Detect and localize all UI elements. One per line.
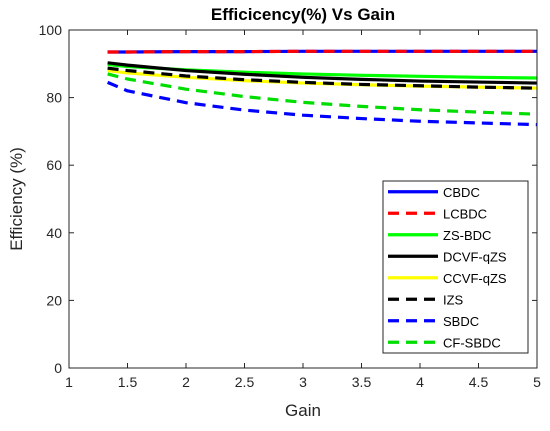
x-tick-label: 3.5 — [352, 374, 372, 390]
x-tick-label: 1 — [65, 374, 73, 390]
legend-label-cbdc: CBDC — [443, 185, 480, 200]
legend-label-dcvf-qzs: DCVF-qZS — [443, 249, 507, 264]
series-line-lcbdc — [107, 49, 537, 54]
series-line-izs — [107, 66, 537, 90]
y-axis-label: Efficiency (%) — [7, 147, 26, 251]
x-tick-label: 2.5 — [235, 374, 255, 390]
legend: CBDC LCBDC ZS-BDC DCVF-qZS CCVF-qZS IZS SBDC CF… — [382, 180, 529, 354]
y-tick-label: 80 — [46, 90, 62, 106]
legend-box — [382, 180, 529, 354]
y-tick-label: 60 — [46, 157, 62, 173]
chart-title: Efficicency(%) Vs Gain — [211, 5, 395, 24]
series-line-sbdc — [106, 80, 537, 127]
legend-label-lcbdc: LCBDC — [443, 206, 487, 221]
legend-label-zs-bdc: ZS-BDC — [443, 228, 491, 243]
x-tick-label: 5 — [533, 374, 541, 390]
y-tick-label: 100 — [39, 22, 63, 38]
x-tick-label: 3 — [299, 374, 307, 390]
x-tick-label: 4.5 — [469, 374, 489, 390]
x-tick-label: 4 — [416, 374, 424, 390]
series-line-dcvf-qzs — [107, 61, 537, 85]
x-axis-label: Gain — [285, 401, 321, 420]
x-tick-label: 1.5 — [118, 374, 138, 390]
legend-label-ccvf-qzs: CCVF-qZS — [443, 271, 507, 286]
y-tick-label: 20 — [46, 292, 62, 308]
legend-label-cf-sbdc: CF-SBDC — [443, 335, 501, 350]
y-tick-label: 40 — [46, 225, 62, 241]
series-group — [106, 49, 537, 127]
legend-label-izs: IZS — [443, 292, 464, 307]
series-line-cf-sbdc — [107, 72, 537, 116]
y-tick-label: 0 — [54, 360, 62, 376]
x-tick-label: 2 — [182, 374, 190, 390]
legend-label-sbdc: SBDC — [443, 314, 479, 329]
